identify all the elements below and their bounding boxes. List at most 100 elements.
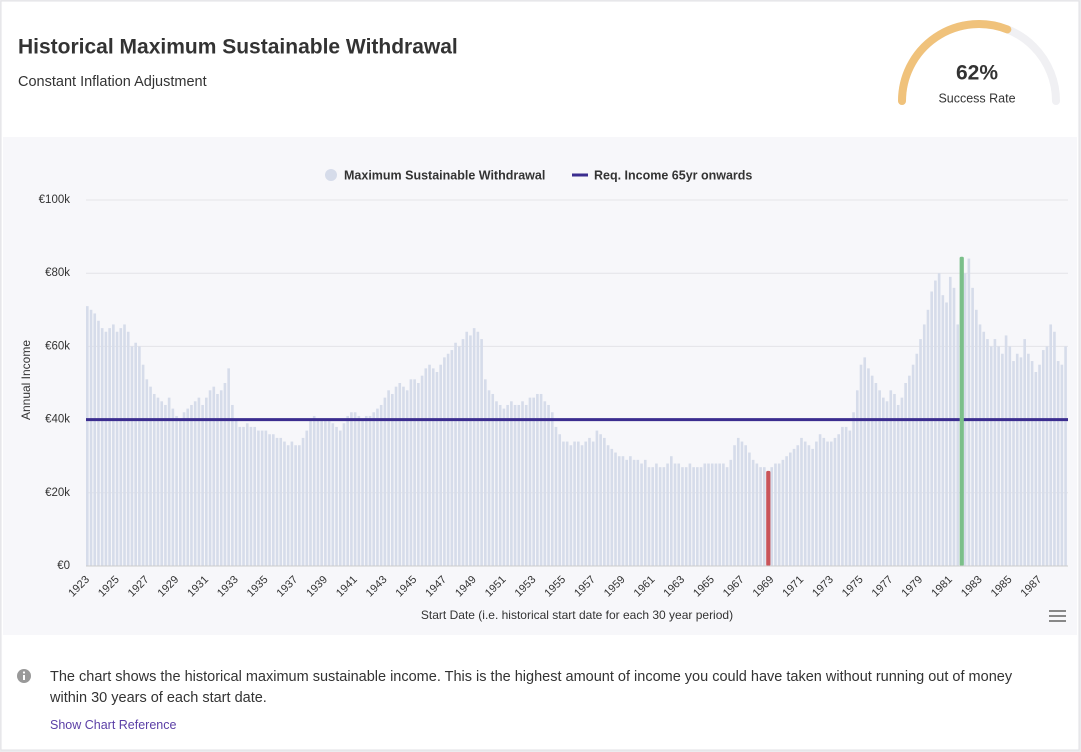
show-reference-link[interactable]: Show Chart Reference [50,718,177,732]
bar [911,364,915,566]
bar [439,364,442,566]
bar [774,463,777,566]
bar [707,463,710,566]
bar [1038,364,1041,566]
bar [729,459,733,566]
bar [855,390,859,566]
bar [673,463,677,566]
bar [595,430,599,566]
menu-icon[interactable] [1049,610,1066,622]
bar [431,368,435,566]
bar [283,441,286,566]
bar [874,383,878,566]
bar [908,375,911,566]
bar [242,426,245,566]
bar [681,467,684,566]
bar [212,386,216,566]
bar [260,430,264,566]
bar [952,287,956,566]
bar [130,346,134,566]
bar [428,364,431,566]
bar [305,430,309,566]
bar [357,415,361,566]
bar [171,408,175,566]
bar [640,463,643,566]
bar [878,390,881,566]
bar [1023,339,1026,566]
highlight-bar [959,256,964,566]
bar [234,419,238,566]
bar [197,397,201,566]
bar [138,346,141,566]
bar [227,368,230,566]
bar [290,441,294,566]
bar [606,445,610,566]
bar [688,463,692,566]
bar [298,445,301,566]
bar [722,463,725,566]
bar [89,309,93,566]
bar [324,419,327,566]
bar [112,324,115,566]
bar [502,408,506,566]
bar [621,456,625,566]
bar [424,368,428,566]
bar [748,452,751,566]
bar [882,397,885,566]
bar [975,309,978,566]
bar [684,467,688,566]
bar [948,276,952,566]
bar [1034,372,1038,566]
bar [859,364,863,566]
bar [182,412,186,566]
bar [167,397,171,566]
legend-label: Req. Income 65yr onwards [594,168,752,182]
bar [536,393,539,566]
bar [286,445,290,566]
bar [249,426,253,566]
bar [268,434,271,566]
info-icon [17,669,31,683]
y-axis-title: Annual Income [19,340,33,420]
bar [565,441,569,566]
bar [751,459,755,566]
bar [647,467,651,566]
x-axis-title: Start Date (i.e. historical start date f… [421,608,733,622]
bar [1027,353,1030,566]
bar [405,390,409,566]
bar [993,339,997,566]
bar [402,386,405,566]
bar [420,375,424,566]
bar [945,302,948,566]
bar [376,408,379,566]
bar [922,324,926,566]
bar [472,328,476,566]
bar [186,408,190,566]
bar [469,335,472,566]
bar [967,258,971,566]
bar [703,463,707,566]
bar [740,441,744,566]
bar [245,423,249,566]
bar [510,401,513,566]
bar [550,412,554,566]
bar [841,426,844,566]
bar [506,404,509,566]
bar [253,426,257,566]
bar [818,434,822,566]
bar [141,364,145,566]
bar [532,397,535,566]
bar [934,280,937,566]
bar [629,456,632,566]
bar [316,419,320,566]
bar [216,393,219,566]
bar [762,467,766,566]
bar [521,401,524,566]
bar [982,331,986,566]
bar [692,467,695,566]
bar [409,379,413,566]
bar [803,441,807,566]
bar [632,459,636,566]
bar [495,401,498,566]
